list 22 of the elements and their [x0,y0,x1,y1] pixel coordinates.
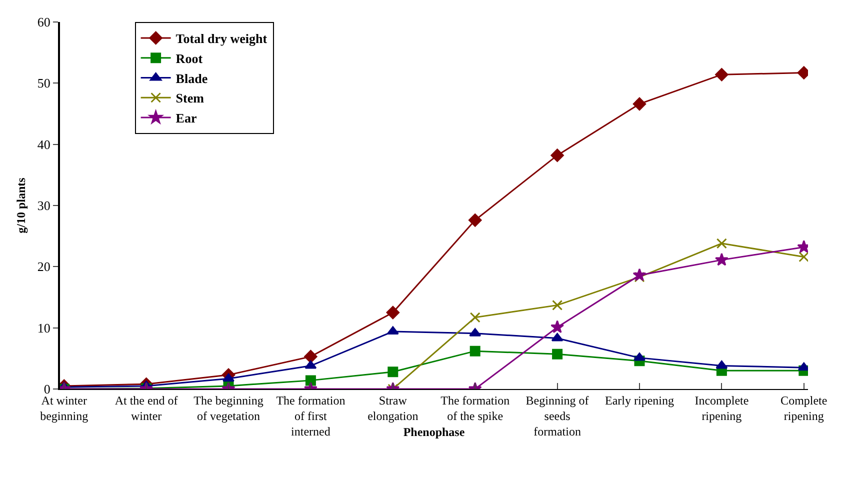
legend-label: Ear [176,110,197,126]
y-tick-label: 40 [37,136,50,152]
y-tick-label: 20 [37,259,50,274]
legend-label: Total dry weight [176,31,268,46]
x-tick-label: Incomplete ripening [694,393,749,423]
x-tick-label: Beginning of seeds formation [526,393,589,439]
legend-label: Blade [176,70,208,86]
x-tick-label: Early ripening [605,393,674,408]
legend-label: Stem [176,90,204,106]
x-tick-label: The formation of the spike [440,393,510,423]
y-tick-label: 60 [37,14,50,30]
x-axis-title: Phenophase [403,425,466,439]
legend-label: Root [176,50,204,66]
x-tick-label: The beginning of vegetation [194,393,264,423]
x-tick-label: At the end of winter [114,393,178,423]
y-axis-title: g/10 plants [14,177,28,234]
x-tick-label: The formation of first interned [276,393,346,439]
x-tick-label: Complete ripening [780,393,828,423]
y-tick-label: 30 [37,198,50,214]
y-tick-label: 10 [37,320,50,336]
y-tick-label: 50 [37,76,50,91]
x-tick-label: Straw elongation [368,393,418,423]
